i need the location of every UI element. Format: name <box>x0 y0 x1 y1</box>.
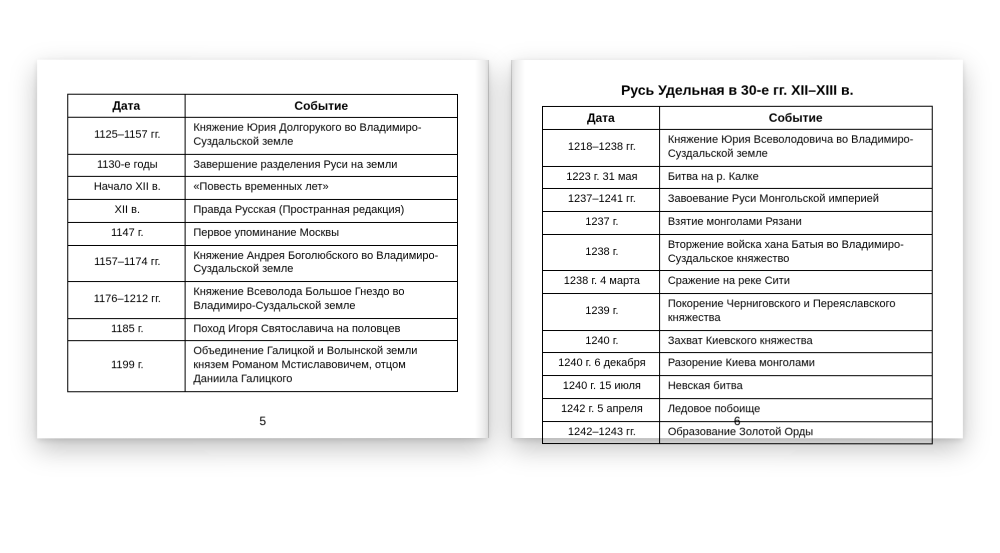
event-cell: Объединение Галицкой и Волынской земли к… <box>185 341 458 391</box>
event-cell: «Повесть временных лет» <box>185 177 458 200</box>
table-row: 1199 г.Объединение Галицкой и Волынской … <box>68 341 458 391</box>
col-event-header: Событие <box>659 106 932 129</box>
event-cell: Покорение Черниговского и Переяславского… <box>659 294 932 331</box>
date-cell: 1237 г. <box>543 211 660 234</box>
table-row: 1185 г.Поход Игоря Святославича на полов… <box>68 318 458 341</box>
page-number-right: 6 <box>512 414 963 428</box>
date-cell: 1185 г. <box>68 318 185 341</box>
event-cell: Княжение Всеволода Большое Гнездо во Вла… <box>185 282 458 319</box>
col-date-header: Дата <box>543 106 660 129</box>
event-cell: Сражение на реке Сити <box>659 271 932 294</box>
date-cell: 1240 г. 6 декабря <box>543 353 660 376</box>
event-cell: Поход Игоря Святославича на половцев <box>185 318 458 341</box>
table-body-left: 1125–1157 гг.Княжение Юрия Долгорукого в… <box>68 117 458 391</box>
date-cell: 1125–1157 гг. <box>68 117 185 154</box>
date-cell: 1176–1212 гг. <box>68 282 185 319</box>
event-cell: Завоевание Руси Монгольской империей <box>659 189 932 212</box>
table-row: 1240 г.Захват Киевского княжества <box>543 330 933 353</box>
event-cell: Взятие монголами Рязани <box>659 211 932 234</box>
table-row: XII в.Правда Русская (Пространная редакц… <box>68 199 458 222</box>
event-cell: Битва на р. Калке <box>659 166 932 189</box>
table-row: 1147 г.Первое упоминание Москвы <box>68 222 458 245</box>
date-cell: XII в. <box>68 199 185 222</box>
table-row: 1240 г. 15 июляНевская битва <box>543 376 933 399</box>
page-right: Русь Удельная в 30-е гг. XII–XIII в. Дат… <box>512 60 963 439</box>
section-heading: Русь Удельная в 30-е гг. XII–XIII в. <box>542 82 933 98</box>
event-cell: Вторжение войска хана Батыя во Владимиро… <box>659 234 932 271</box>
table-body-right: 1218–1238 гг.Княжение Юрия Всеволодовича… <box>543 129 933 444</box>
table-row: 1223 г. 31 маяБитва на р. Калке <box>543 166 933 189</box>
date-cell: 1240 г. 15 июля <box>543 376 660 399</box>
table-row: 1240 г. 6 декабряРазорение Киева монгола… <box>543 353 933 376</box>
event-cell: Княжение Юрия Долгорукого во Владимиро-С… <box>185 117 458 154</box>
table-row: 1237–1241 гг.Завоевание Руси Монгольской… <box>543 189 933 212</box>
table-row: 1239 г.Покорение Черниговского и Переясл… <box>543 294 933 331</box>
col-date-header: Дата <box>68 94 185 117</box>
event-cell: Правда Русская (Пространная редакция) <box>185 199 458 222</box>
table-row: Начало XII в.«Повесть временных лет» <box>68 177 458 200</box>
col-event-header: Событие <box>185 94 458 117</box>
table-row: 1157–1174 гг.Княжение Андрея Боголюбског… <box>68 245 458 282</box>
event-cell: Княжение Юрия Всеволодовича во Владимиро… <box>659 129 932 166</box>
event-cell: Захват Киевского княжества <box>659 330 932 353</box>
table-row: 1130-е годыЗавершение разделения Руси на… <box>68 154 458 177</box>
date-cell: 1238 г. <box>543 234 660 271</box>
page-left: Дата Событие 1125–1157 гг.Княжение Юрия … <box>37 60 488 439</box>
date-cell: 1237–1241 гг. <box>543 189 660 212</box>
event-cell: Завершение разделения Руси на земли <box>185 154 458 177</box>
table-header-row: Дата Событие <box>68 94 458 117</box>
table-row: 1218–1238 гг.Княжение Юрия Всеволодовича… <box>543 129 933 166</box>
date-cell: 1147 г. <box>68 222 185 245</box>
event-cell: Первое упоминание Москвы <box>185 222 458 245</box>
date-cell: Начало XII в. <box>68 177 185 200</box>
date-cell: 1218–1238 гг. <box>543 129 660 166</box>
events-table-left: Дата Событие 1125–1157 гг.Княжение Юрия … <box>67 94 458 392</box>
date-cell: 1199 г. <box>68 341 185 391</box>
date-cell: 1130-е годы <box>68 154 185 177</box>
event-cell: Разорение Киева монголами <box>659 353 932 376</box>
page-number-left: 5 <box>37 414 488 428</box>
table-row: 1125–1157 гг.Княжение Юрия Долгорукого в… <box>68 117 458 154</box>
table-row: 1238 г.Вторжение войска хана Батыя во Вл… <box>543 234 933 271</box>
events-table-right: Дата Событие 1218–1238 гг.Княжение Юрия … <box>542 106 933 445</box>
date-cell: 1238 г. 4 марта <box>543 271 660 294</box>
date-cell: 1239 г. <box>543 294 660 331</box>
event-cell: Невская битва <box>659 376 932 399</box>
table-row: 1237 г.Взятие монголами Рязани <box>543 211 933 234</box>
book-spread: Дата Событие 1125–1157 гг.Княжение Юрия … <box>38 60 962 440</box>
date-cell: 1223 г. 31 мая <box>543 166 660 189</box>
event-cell: Княжение Андрея Боголюбского во Владимир… <box>185 245 458 282</box>
date-cell: 1240 г. <box>543 330 660 353</box>
table-header-row: Дата Событие <box>543 106 933 129</box>
table-row: 1238 г. 4 мартаСражение на реке Сити <box>543 271 933 294</box>
table-row: 1176–1212 гг.Княжение Всеволода Большое … <box>68 282 458 319</box>
date-cell: 1157–1174 гг. <box>68 245 185 282</box>
